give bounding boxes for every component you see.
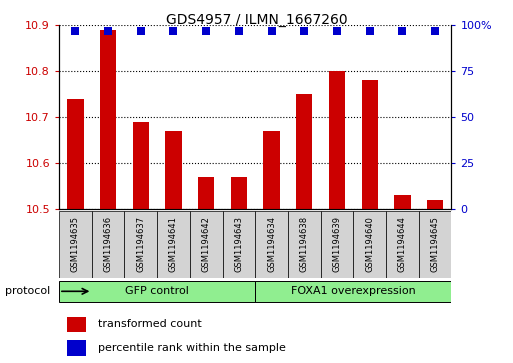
Point xyxy=(202,28,210,34)
Bar xyxy=(394,195,410,209)
Text: GSM1194639: GSM1194639 xyxy=(332,216,342,272)
Bar xyxy=(67,317,87,332)
Bar xyxy=(386,211,419,278)
Bar xyxy=(198,177,214,209)
Bar xyxy=(100,30,116,209)
Bar xyxy=(427,200,443,209)
Bar xyxy=(157,211,190,278)
Point xyxy=(136,28,145,34)
Bar xyxy=(255,211,288,278)
Point xyxy=(300,28,308,34)
Bar xyxy=(353,211,386,278)
Text: FOXA1 overexpression: FOXA1 overexpression xyxy=(291,286,416,296)
Point xyxy=(366,28,374,34)
Text: GSM1194645: GSM1194645 xyxy=(430,216,440,272)
Text: GSM1194643: GSM1194643 xyxy=(234,216,243,272)
Bar xyxy=(59,281,255,302)
Text: GSM1194642: GSM1194642 xyxy=(202,216,211,272)
Bar xyxy=(190,211,223,278)
Text: GSM1194644: GSM1194644 xyxy=(398,216,407,272)
Bar xyxy=(231,177,247,209)
Text: GSM1194638: GSM1194638 xyxy=(300,216,309,272)
Text: GDS4957 / ILMN_1667260: GDS4957 / ILMN_1667260 xyxy=(166,13,347,27)
Bar xyxy=(296,94,312,209)
Text: GSM1194635: GSM1194635 xyxy=(71,216,80,272)
Bar xyxy=(67,340,87,356)
Bar xyxy=(321,211,353,278)
Text: GSM1194637: GSM1194637 xyxy=(136,216,145,272)
Text: GSM1194641: GSM1194641 xyxy=(169,216,178,272)
Point xyxy=(267,28,275,34)
Text: GSM1194634: GSM1194634 xyxy=(267,216,276,272)
Bar xyxy=(92,211,125,278)
Text: transformed count: transformed count xyxy=(98,319,202,330)
Point xyxy=(398,28,406,34)
Point xyxy=(71,28,80,34)
Text: protocol: protocol xyxy=(5,286,50,297)
Point xyxy=(333,28,341,34)
Bar xyxy=(329,71,345,209)
Bar xyxy=(132,122,149,209)
Bar xyxy=(223,211,255,278)
Bar xyxy=(263,131,280,209)
Point xyxy=(104,28,112,34)
Bar xyxy=(67,99,84,209)
Point xyxy=(235,28,243,34)
Text: percentile rank within the sample: percentile rank within the sample xyxy=(98,343,286,353)
Point xyxy=(431,28,439,34)
Text: GSM1194640: GSM1194640 xyxy=(365,216,374,272)
Bar xyxy=(59,211,92,278)
Bar xyxy=(124,211,157,278)
Text: GSM1194636: GSM1194636 xyxy=(104,216,112,272)
Bar xyxy=(362,81,378,209)
Text: GFP control: GFP control xyxy=(125,286,189,296)
Bar xyxy=(288,211,321,278)
Bar xyxy=(419,211,451,278)
Bar xyxy=(165,131,182,209)
Point xyxy=(169,28,177,34)
